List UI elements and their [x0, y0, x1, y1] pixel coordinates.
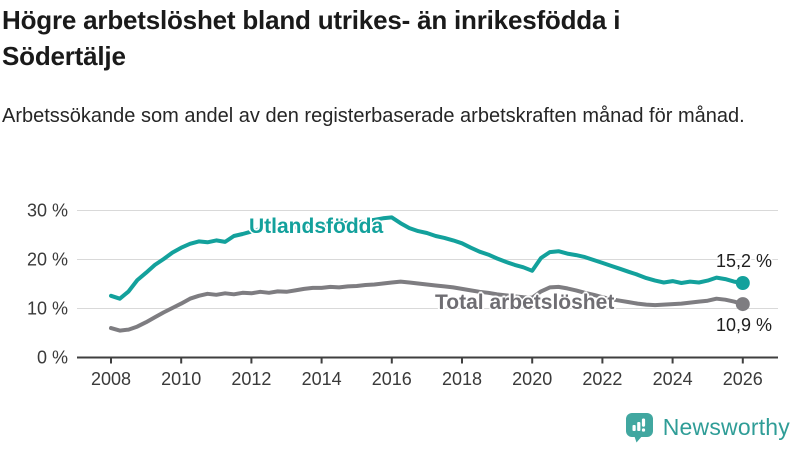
x-tick-label: 2018 [442, 369, 482, 389]
y-tick-label: 30 % [27, 201, 68, 221]
x-tick-label: 2020 [512, 369, 552, 389]
end-dot-total [735, 297, 750, 312]
series-line-utlandsfodda [109, 215, 745, 301]
x-tick-label: 2016 [372, 369, 412, 389]
end-value-total-arbetsloshet: 10,9 % [715, 315, 772, 335]
y-tick-label: 10 % [27, 299, 68, 319]
chart-title: Högre arbetslöshet bland utrikes- än inr… [2, 5, 621, 71]
chart-subtitle: Arbetssökande som andel av den registerb… [2, 105, 745, 127]
newsworthy-bubble-chart-icon [625, 413, 653, 443]
x-tick-label: 2026 [723, 369, 763, 389]
x-tick-label: 2022 [582, 369, 622, 389]
y-tick-label: 20 % [27, 250, 68, 270]
x-tick-label: 2010 [161, 369, 201, 389]
end-value-utlandsfodda: 15,2 % [715, 251, 772, 271]
series-label-utlandsfodda: Utlandsfödda [249, 215, 384, 238]
y-tick-label: 0 % [37, 348, 68, 368]
series-line-total [109, 279, 745, 333]
x-tick-label: 2014 [302, 369, 342, 389]
newsworthy-wordmark: Newsworthy [662, 414, 790, 440]
x-tick-label: 2024 [653, 369, 693, 389]
x-tick-label: 2008 [91, 369, 131, 389]
series-label-total-arbetsloshet: Total arbetslöshet [435, 291, 615, 314]
end-dot-utlandsfodda [735, 276, 750, 290]
x-tick-label: 2012 [231, 369, 271, 389]
newsworthy-logo-link[interactable]: Newsworthy [625, 412, 790, 443]
